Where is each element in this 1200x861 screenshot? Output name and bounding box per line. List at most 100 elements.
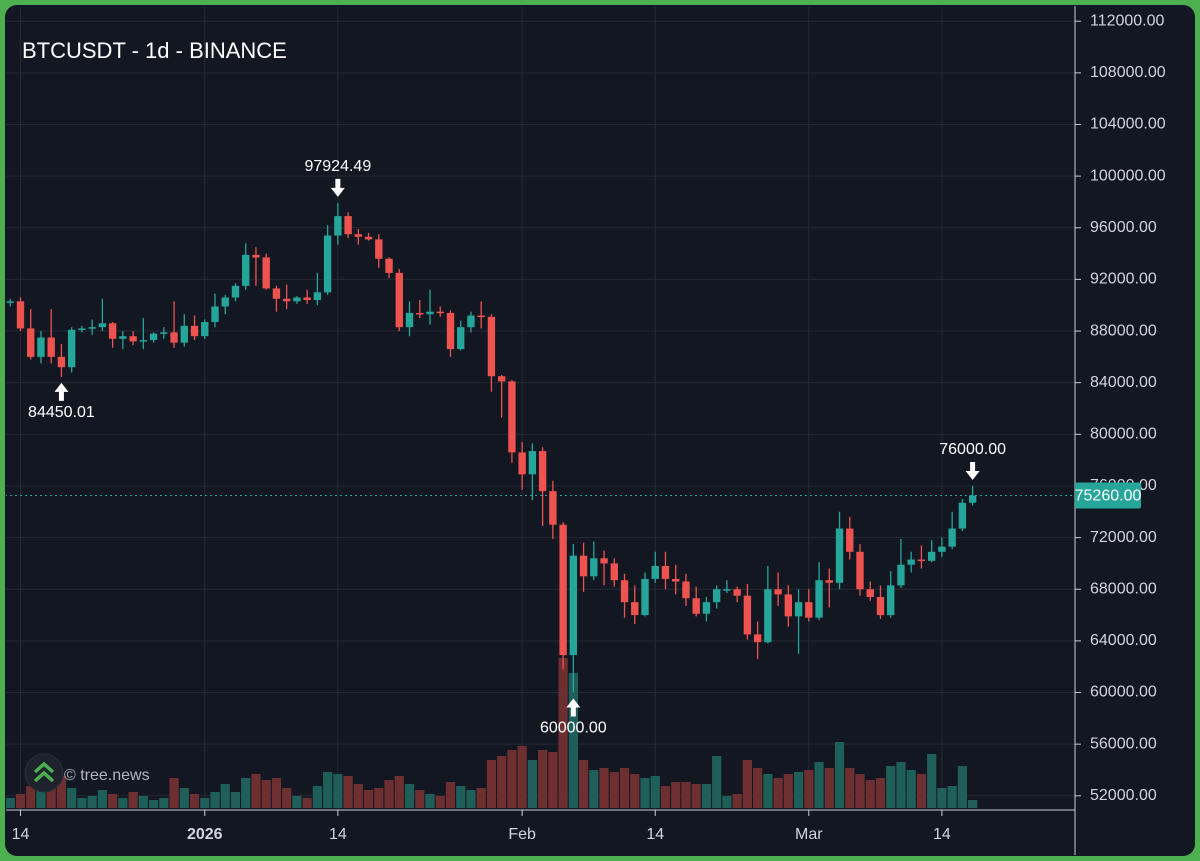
volume-bar [108,794,118,808]
annotation-label: 76000.00 [939,441,1006,458]
volume-bar [476,788,486,808]
candle-body [78,328,86,330]
x-tick-label: 2026 [187,826,223,843]
y-tick-label: 104000.00 [1090,116,1166,133]
candle-body [559,524,567,656]
annotation-label: 60000.00 [540,720,607,737]
candle-body [88,327,96,329]
y-tick-label: 56000.00 [1090,735,1157,752]
annotation-arrow [965,461,980,480]
candle-body [129,336,137,342]
volume-bar [384,780,394,808]
y-tick-label: 84000.00 [1090,374,1157,391]
candle-body [610,563,618,581]
volume-bar [671,782,681,808]
candle-body [590,558,598,577]
volume-bar [261,780,271,808]
volume-bar [783,774,793,808]
candle-body [948,528,956,547]
volume-bar [169,778,179,808]
volume-bar [282,788,292,808]
volume-bar [814,762,824,808]
candle-body [518,452,526,475]
candle-body [887,585,895,616]
volume-bar [456,786,466,808]
candle-body [794,602,803,617]
volume-bar [527,760,537,808]
volume-bar [773,778,783,808]
candle-body [27,328,35,357]
candle-body [457,327,465,350]
candle-body [323,235,332,293]
volume-bar [435,796,445,808]
candle-body [692,598,700,614]
candle-body [968,495,977,503]
volume-bar [230,792,241,808]
candle-body [876,596,885,616]
volume-bar [650,776,660,808]
candle-body [651,566,659,579]
volume-bar [241,778,251,808]
candle-body [477,315,485,318]
annotation-arrow [54,382,69,401]
candle-body [672,578,680,582]
volume-bar [578,760,589,808]
candle-body [190,325,199,337]
volume-bar [77,798,87,808]
volume-bar [968,800,978,808]
volume-bar [599,768,609,808]
candle-body [47,337,55,357]
grid [6,7,1075,810]
x-tick-label: Mar [795,826,823,843]
annotation-arrow [566,698,581,717]
volume-bar [957,766,967,808]
volume-bar [36,780,46,808]
volume-bar [374,788,384,808]
chart-title: BTCUSDT - 1d - BINANCE [22,38,287,63]
watermark: © tree.news [64,767,150,784]
candle-body [774,589,782,595]
candle-body [416,312,424,315]
candle-body [108,323,117,339]
volume-bar [548,752,558,808]
candle-body [242,254,250,286]
volume-bar [947,786,957,808]
volume-bar [292,796,302,808]
candle-body [641,578,649,616]
volume-bar [927,754,937,808]
candle-body [221,297,229,307]
candle-body [170,332,178,343]
volume-bar [875,778,886,808]
candle-body [958,502,967,529]
x-tick-label: 14 [646,826,664,843]
candle-body [405,312,414,328]
annotation-label: 84450.01 [28,404,95,421]
volume-bar [886,766,896,808]
candle-body [805,602,813,618]
candle-body [600,558,608,564]
candle-body [579,555,588,577]
candle-body [262,257,270,289]
y-tick-label: 112000.00 [1090,12,1165,29]
x-tick-label: 14 [329,826,347,843]
volume-bar [15,794,26,808]
volume-bar [753,768,763,808]
watermark-logo [24,753,64,793]
volume-bar [630,774,640,808]
candle-body [344,216,352,235]
volume-bar [691,784,701,808]
candle-body [866,589,874,597]
volume-bar [824,768,834,808]
candle-body [487,316,496,377]
candle-body [293,297,301,302]
volume-bar [507,750,517,808]
candle-body [149,333,158,341]
candle-body [702,602,711,614]
candle-body [846,528,854,552]
candle-body [375,239,383,259]
volume-bar [712,756,722,808]
y-tick-label: 96000.00 [1090,219,1157,236]
volume-bar [138,796,148,808]
volume-bar [732,794,742,808]
volume-bar [323,772,333,808]
